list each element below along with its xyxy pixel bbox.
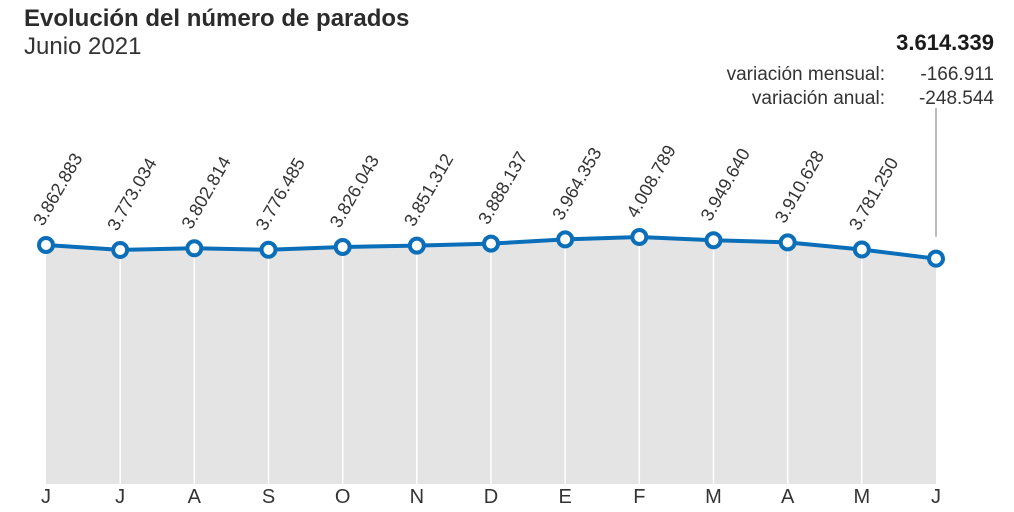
x-tick-label: J bbox=[41, 486, 51, 508]
data-point bbox=[407, 236, 426, 255]
x-tick-label: A bbox=[781, 486, 795, 508]
data-point bbox=[185, 239, 204, 258]
chart-title: Evolución del número de parados bbox=[24, 5, 409, 32]
plot-area: 3.862.883 3.773.034 3.802.814 3.776.485 3.82… bbox=[29, 108, 945, 508]
data-label: 4.008.789 bbox=[622, 142, 679, 221]
x-tick-label: S bbox=[262, 486, 275, 508]
data-point bbox=[37, 236, 55, 254]
x-tick-label: F bbox=[633, 486, 645, 508]
data-point bbox=[704, 231, 723, 250]
x-tick-label: J bbox=[115, 486, 125, 508]
monthly-variation-value: -166.911 bbox=[920, 64, 994, 85]
annual-variation-label: variación anual: bbox=[752, 88, 885, 109]
x-tick-label: A bbox=[188, 486, 202, 508]
x-tick-label: O bbox=[335, 486, 351, 508]
data-point bbox=[852, 240, 871, 259]
current-value: 3.614.339 bbox=[896, 30, 994, 55]
x-tick-label: M bbox=[705, 486, 722, 508]
data-label: 3.888.137 bbox=[474, 148, 531, 227]
data-label: 3.851.312 bbox=[400, 150, 457, 229]
data-label: 3.862.883 bbox=[29, 150, 86, 229]
data-point bbox=[927, 249, 945, 268]
data-label: 3.826.043 bbox=[326, 152, 383, 231]
data-label: 3.964.353 bbox=[548, 144, 605, 223]
x-tick-label: J bbox=[931, 486, 941, 508]
x-tick-label: N bbox=[410, 486, 424, 508]
data-label: 3.949.640 bbox=[697, 145, 754, 224]
data-label: 3.773.034 bbox=[103, 155, 160, 234]
data-label: 3.776.485 bbox=[252, 154, 309, 233]
annual-variation-value: -248.544 bbox=[919, 88, 994, 109]
data-label: 3.802.814 bbox=[177, 153, 234, 232]
data-point bbox=[111, 240, 130, 259]
chart-subtitle: Junio 2021 bbox=[24, 33, 141, 60]
data-label: 3.910.628 bbox=[771, 147, 828, 226]
x-tick-label: M bbox=[853, 486, 870, 508]
data-point bbox=[333, 238, 352, 257]
x-tick-label: D bbox=[484, 486, 498, 508]
monthly-variation-label: variación mensual: bbox=[727, 64, 885, 85]
data-point bbox=[778, 233, 797, 252]
data-point bbox=[556, 230, 575, 249]
data-point bbox=[482, 234, 500, 253]
x-tick-label: E bbox=[558, 486, 571, 508]
data-point bbox=[630, 227, 649, 246]
data-label: 3.781.250 bbox=[845, 154, 902, 233]
data-point bbox=[259, 240, 278, 259]
